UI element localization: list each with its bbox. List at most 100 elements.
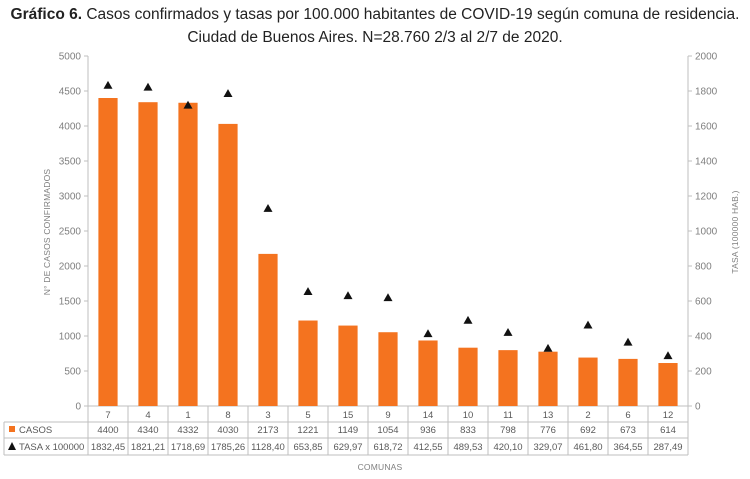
markers-group [103,80,673,360]
x-tick-label: 13 [543,410,554,421]
y2-tick-label: 400 [695,332,712,343]
y-tick-label: 3500 [59,157,82,168]
y-tick-label: 1000 [59,332,82,343]
data-label-tasa: 629,97 [333,442,362,453]
marker-13 [543,343,553,352]
y-tick-label: 4000 [59,122,82,133]
marker-4 [143,82,153,91]
data-label-casos: 673 [620,425,636,436]
bar-12 [658,363,678,406]
marker-12 [663,351,673,360]
y2-tick-label: 800 [695,262,712,273]
marker-9 [383,293,393,302]
data-label-casos: 692 [580,425,596,436]
data-label-casos: 833 [460,425,476,436]
bars-group [98,98,678,407]
marker-2 [583,320,593,329]
title-line2: Ciudad de Buenos Aires. N=28.760 2/3 al … [187,29,563,46]
data-label-tasa: 412,55 [413,442,442,453]
axes-group: 0500100015002000250030003500400045005000… [59,52,718,413]
x-tick-label: 6 [625,410,630,421]
data-label-casos: 4030 [217,425,238,436]
data-label-casos: 798 [500,425,516,436]
marker-1 [183,100,193,109]
data-label-casos: 4400 [97,425,118,436]
x-tick-label: 5 [305,410,310,421]
x-tick-label: 4 [145,410,150,421]
data-label-tasa: 287,49 [653,442,682,453]
y2-tick-label: 2000 [695,52,718,63]
marker-3 [263,204,273,212]
bar-5 [298,320,318,406]
data-label-tasa: 1821,21 [131,442,165,453]
bar-10 [458,347,478,406]
title-line1: Casos confirmados y tasas por 100.000 ha… [86,6,740,23]
y-tick-label: 2000 [59,262,82,273]
data-label-casos: 936 [420,425,436,436]
x-tick-label: 2 [585,410,590,421]
y-tick-label: 3000 [59,192,82,203]
data-label-tasa: 1718,69 [171,442,205,453]
bar-13 [538,351,558,406]
marker-8 [223,89,233,97]
marker-5 [303,287,313,295]
x-tick-label: 11 [503,410,513,421]
x-tick-label: 7 [105,410,110,421]
title-prefix: Gráfico 6. [10,6,83,23]
legend-swatch-tasa [8,442,16,450]
bar-11 [498,350,518,406]
x-tick-label: 12 [663,410,674,421]
bar-4 [138,102,158,406]
y-axis-label: N° DE CASOS CONFIRMADOS [42,169,52,296]
x-tick-label: 14 [423,410,434,421]
data-label-tasa: 653,85 [293,442,322,453]
data-label-casos: 1149 [338,425,358,436]
y2-tick-label: 200 [695,367,712,378]
data-label-tasa: 1832,45 [91,442,125,453]
y2-tick-label: 1400 [695,157,718,168]
y-tick-label: 1500 [59,297,82,308]
marker-6 [623,337,633,346]
legend-label-tasa: TASA x 100000 [19,442,84,453]
data-label-tasa: 364,55 [613,442,642,453]
y2-tick-label: 1000 [695,227,718,238]
chart-title: Gráfico 6. Casos confirmados y tasas por… [0,3,750,49]
data-label-casos: 776 [540,425,556,436]
y-tick-label: 500 [64,367,81,378]
bar-9 [378,332,398,406]
data-label-casos: 4340 [137,425,158,436]
x-tick-label: 10 [463,410,474,421]
x-tick-label: 15 [343,410,354,421]
y2-tick-label: 1200 [695,192,718,203]
bar-3 [258,253,278,406]
data-label-tasa: 329,07 [533,442,562,453]
data-label-casos: 1221 [297,425,318,436]
y-tick-label: 5000 [59,52,82,63]
x-tick-label: 1 [185,410,190,421]
x-tick-label: 9 [385,410,390,421]
data-label-casos: 4332 [177,425,198,436]
bar-8 [218,123,238,407]
data-label-tasa: 1785,26 [211,442,245,453]
legend-label-casos: CASOS [19,425,52,436]
data-label-tasa: 420,10 [493,442,522,453]
legend-swatch-casos [9,426,15,432]
bar-2 [578,357,598,406]
data-label-casos: 614 [660,425,676,436]
y2-tick-label: 1800 [695,87,718,98]
data-table: 7 4 1 8 3 5 15 9 14 10 11 13 2 6 12 CASOS TASA x 100000 4… [3,406,689,456]
marker-11 [503,327,513,336]
marker-15 [343,291,353,300]
data-label-tasa: 489,53 [453,442,482,453]
y-tick-label: 0 [75,402,81,413]
y2-tick-label: 0 [695,402,701,413]
y2-tick-label: 1600 [695,122,718,133]
x-tick-label: 8 [225,410,230,421]
marker-7 [103,80,113,89]
bar-15 [338,325,358,406]
bar-1 [178,102,198,406]
y-tick-label: 4500 [59,87,82,98]
data-label-casos: 2173 [257,425,278,436]
